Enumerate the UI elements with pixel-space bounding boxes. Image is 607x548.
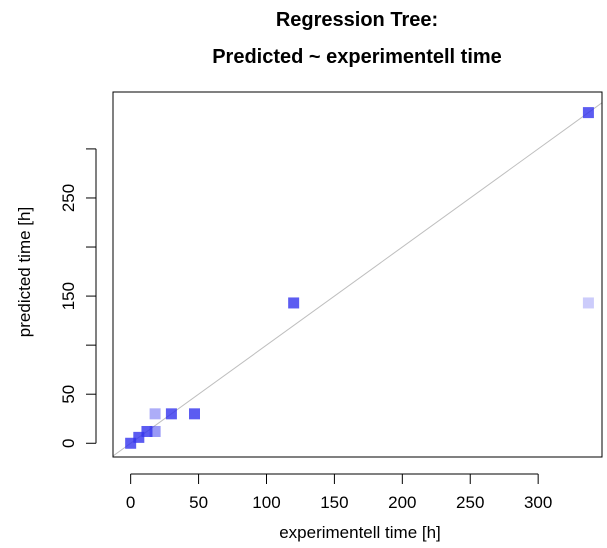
- data-point: [125, 437, 137, 449]
- y-axis: 0 50 150 250: [59, 148, 97, 448]
- x-tick-label: 100: [252, 493, 280, 512]
- x-tick-label: 0: [126, 493, 135, 512]
- chart-title-line-1: Regression Tree:: [276, 9, 438, 31]
- y-axis-label: predicted time [h]: [15, 207, 34, 337]
- x-axis-label: experimentell time [h]: [279, 523, 441, 542]
- x-tick-label: 150: [320, 493, 348, 512]
- x-axis: 0 50 100 150 200 250 300: [126, 473, 552, 512]
- x-tick-label: 250: [456, 493, 484, 512]
- x-tick-label: 200: [388, 493, 416, 512]
- data-point: [582, 107, 594, 119]
- data-point: [141, 425, 153, 437]
- x-tick-label: 50: [189, 493, 208, 512]
- reference-line: [113, 102, 602, 457]
- y-tick-label: 250: [59, 184, 78, 212]
- data-point: [165, 408, 177, 420]
- data-point: [149, 425, 161, 437]
- data-point: [189, 408, 200, 420]
- data-point: [288, 297, 300, 309]
- data-point: [133, 431, 145, 443]
- y-tick-label: 150: [59, 282, 78, 310]
- x-tick-label: 300: [524, 493, 552, 512]
- data-point: [582, 297, 594, 309]
- plot-frame: [112, 91, 603, 458]
- y-tick-label: 0: [59, 439, 78, 448]
- data-point: [149, 408, 161, 420]
- y-tick-label: 50: [59, 385, 78, 404]
- chart-title-line-2: Predicted ~ experimentell time: [212, 46, 502, 68]
